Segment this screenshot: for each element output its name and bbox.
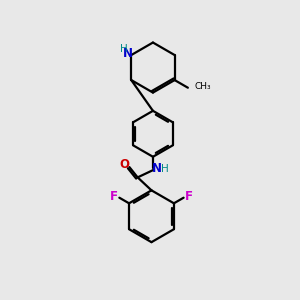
- Text: N: N: [123, 47, 133, 60]
- Text: F: F: [185, 190, 193, 203]
- Text: H: H: [161, 164, 169, 173]
- Text: O: O: [120, 158, 130, 171]
- Text: N: N: [152, 162, 162, 175]
- Text: H: H: [120, 44, 128, 54]
- Text: CH₃: CH₃: [195, 82, 211, 91]
- Text: F: F: [110, 190, 118, 203]
